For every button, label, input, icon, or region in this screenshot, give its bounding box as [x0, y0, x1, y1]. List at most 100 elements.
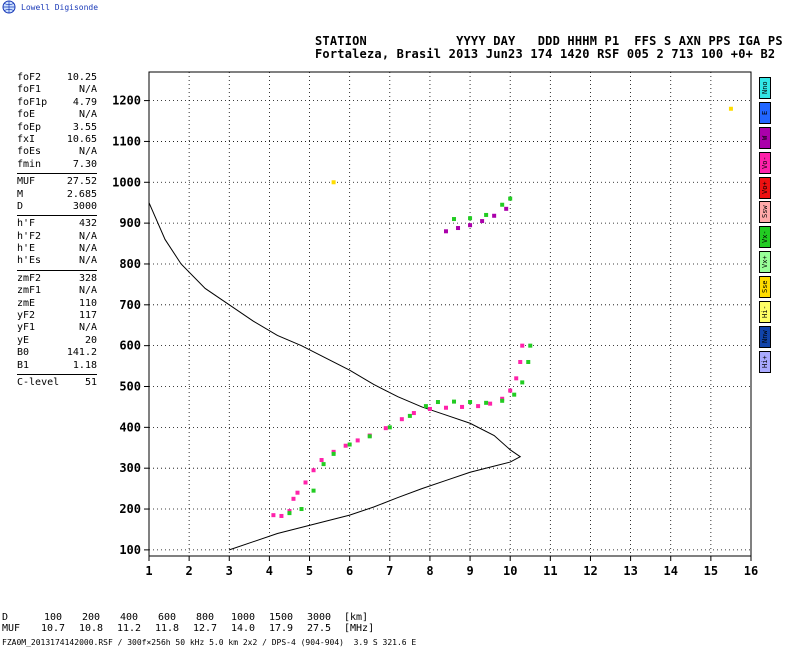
echo-point: [456, 226, 461, 231]
y-tick-label: 300: [119, 461, 141, 475]
param-label: foE: [17, 109, 36, 121]
param-value: N/A: [78, 230, 97, 242]
param-row: h'Es N/A: [17, 255, 97, 267]
param-label: foEs: [17, 146, 42, 158]
echo-point: [343, 443, 348, 448]
param-separator: [17, 269, 97, 271]
muf-cell: 11.2: [116, 623, 142, 634]
muf-cell: 1000: [230, 612, 256, 623]
param-value: N/A: [78, 322, 97, 334]
muf-row-label: MUF: [2, 623, 21, 634]
param-value: 7.30: [72, 158, 97, 170]
y-tick-label: 100: [119, 543, 141, 557]
echo-point: [383, 426, 388, 431]
param-label: B1: [17, 359, 30, 371]
param-row: C-level 51: [17, 377, 97, 389]
echo-point: [291, 496, 296, 501]
param-row: h'F2 N/A: [17, 231, 97, 243]
echo-point: [484, 400, 489, 405]
lowell-logo: Lowell Digisonde: [2, 0, 98, 14]
muf-cell: 200: [81, 612, 101, 623]
param-label: fxI: [17, 133, 36, 145]
param-row: D 3000: [17, 201, 97, 213]
param-value: N/A: [78, 255, 97, 267]
echo-point: [728, 106, 733, 111]
echo-point: [508, 388, 513, 393]
param-row: foEs N/A: [17, 146, 97, 158]
echo-point: [287, 511, 292, 516]
param-label: zmF2: [17, 272, 42, 284]
header-line-1: STATION YYYY DAY DDD HHHM P1 FFS S AXN P…: [315, 34, 783, 48]
muf-cell: 1500: [268, 612, 294, 623]
y-tick-label: 900: [119, 216, 141, 230]
muf-cell: 800: [195, 612, 215, 623]
x-tick-label: 8: [426, 564, 433, 578]
echo-point: [468, 216, 473, 221]
param-row: B1 1.18: [17, 360, 97, 372]
echo-point: [435, 400, 440, 405]
echo-point: [427, 406, 432, 411]
param-label: MUF: [17, 176, 36, 188]
echo-point: [443, 229, 448, 234]
echo-point: [331, 180, 336, 185]
param-label: yF2: [17, 310, 36, 322]
param-value: N/A: [78, 84, 97, 96]
echo-point: [520, 343, 525, 348]
param-separator: [17, 215, 97, 217]
x-tick-label: 13: [623, 564, 637, 578]
param-value: N/A: [78, 109, 97, 121]
echo-point: [295, 490, 300, 495]
echo-point: [423, 404, 428, 409]
echo-point: [452, 399, 457, 404]
muf-cell: 10.8: [78, 623, 104, 634]
y-tick-label: 1200: [112, 94, 141, 108]
echo-point: [518, 359, 523, 364]
x-tick-label: 12: [583, 564, 597, 578]
echo-point: [319, 458, 324, 463]
param-label: h'F2: [17, 230, 42, 242]
echo-point: [279, 513, 284, 518]
muf-cell: 400: [119, 612, 139, 623]
param-value: 10.25: [66, 72, 97, 83]
muf-table: D 100 200 400 600 800 1000 1500 3000 [km] MUF 10.7…: [2, 612, 374, 634]
param-row: MUF 27.52: [17, 176, 97, 188]
profile-curve: [148, 202, 522, 551]
legend: Nno E W Vo- Vo+ Ssw Vx- Vx+ Sse Hi- Nnw Hi+: [759, 77, 771, 376]
param-label: C-level: [17, 376, 60, 388]
param-value: 328: [78, 272, 97, 284]
param-value: 3.55: [72, 121, 97, 133]
echo-point: [468, 400, 473, 405]
legend-item: Vx-: [759, 226, 771, 249]
param-value: 432: [78, 218, 97, 230]
param-row: foF2 10.25: [17, 72, 97, 84]
param-label: fmin: [17, 158, 42, 170]
echo-point: [399, 417, 404, 422]
echo-point: [299, 507, 304, 512]
legend-item: Sse: [759, 276, 771, 299]
echo-point: [492, 213, 497, 218]
param-value: N/A: [78, 285, 97, 297]
param-value: 4.79: [72, 96, 97, 108]
param-row: fmin 7.30: [17, 159, 97, 171]
param-row: yE 20: [17, 335, 97, 347]
y-tick-label: 500: [119, 379, 141, 393]
param-value: 3000: [72, 200, 97, 212]
param-label: zmF1: [17, 285, 42, 297]
x-tick-label: 5: [306, 564, 313, 578]
param-separator: [17, 373, 97, 375]
legend-item: Vx+: [759, 251, 771, 274]
param-label: foF1p: [17, 96, 48, 108]
echo-point: [387, 425, 392, 430]
echo-point: [476, 404, 481, 409]
param-label: h'E: [17, 243, 36, 255]
param-value: 27.52: [66, 176, 97, 188]
param-label: B0: [17, 347, 30, 359]
x-tick-label: 6: [346, 564, 353, 578]
param-row: zmF1 N/A: [17, 285, 97, 297]
muf-unit: [MHz]: [344, 623, 375, 634]
echo-point: [367, 434, 372, 439]
echo-point: [407, 413, 412, 418]
legend-item: Hi-: [759, 301, 771, 324]
legend-item: Hi+: [759, 350, 771, 373]
muf-row: MUF 10.7 10.8 11.2 11.8 12.7 14.0 17.9 27.5 [MHz]: [2, 623, 374, 634]
